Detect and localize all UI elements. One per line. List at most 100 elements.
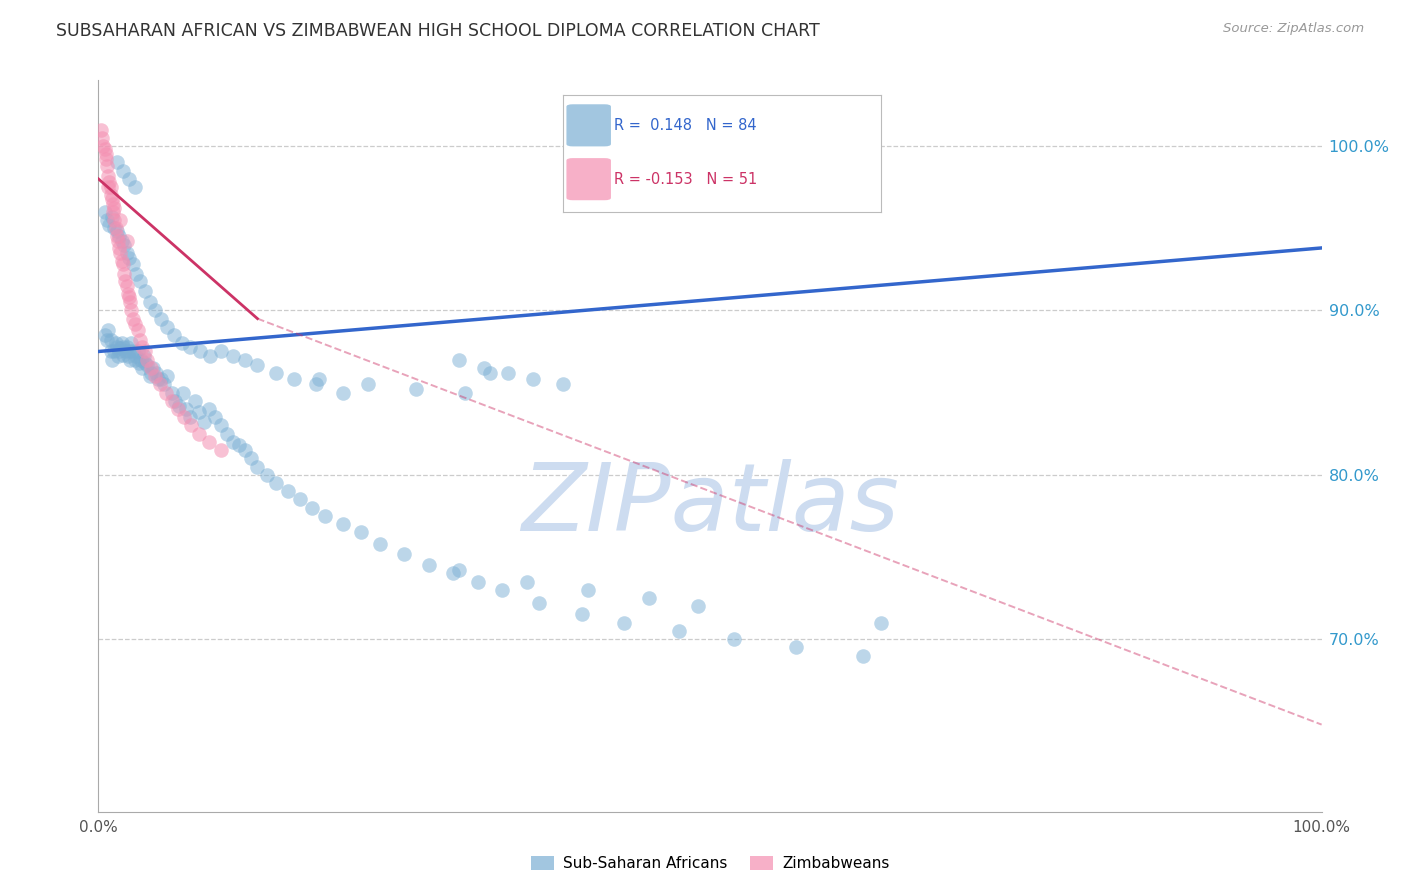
Point [121, 257, 143, 271]
Point [332, 385, 354, 400]
Point [97, 180, 120, 194]
Point [496, 366, 519, 380]
Point [308, 372, 330, 386]
Point [103, 213, 125, 227]
Point [179, 340, 201, 354]
Point [118, 251, 141, 265]
Point [111, 336, 134, 351]
Point [139, 360, 162, 375]
Point [187, 405, 209, 419]
Point [124, 180, 146, 194]
Point [264, 366, 287, 380]
Point [104, 336, 127, 351]
Point [170, 336, 193, 351]
Point [264, 475, 287, 490]
Point [638, 591, 661, 605]
Point [103, 221, 125, 235]
Point [515, 574, 537, 589]
Point [128, 356, 150, 370]
Point [576, 582, 599, 597]
Point [332, 517, 354, 532]
Point [290, 492, 312, 507]
Point [148, 372, 170, 386]
Point [105, 155, 128, 169]
Text: Source: ZipAtlas.com: Source: ZipAtlas.com [1223, 22, 1364, 36]
Point [522, 372, 544, 386]
Point [125, 267, 148, 281]
Point [277, 484, 299, 499]
Point [155, 385, 177, 400]
Legend: Sub-Saharan Africans, Zimbabweans: Sub-Saharan Africans, Zimbabweans [524, 850, 896, 877]
Point [94, 147, 117, 161]
Point [117, 287, 139, 301]
Point [111, 163, 134, 178]
Point [129, 333, 152, 347]
Point [129, 352, 152, 367]
Point [314, 508, 336, 523]
Point [121, 344, 143, 359]
Point [222, 434, 245, 449]
Point [100, 180, 122, 194]
Point [193, 415, 215, 429]
Point [105, 340, 128, 354]
Point [149, 372, 172, 386]
Point [392, 547, 416, 561]
Point [553, 377, 575, 392]
Point [118, 290, 141, 304]
Text: SUBSAHARAN AFRICAN VS ZIMBABWEAN HIGH SCHOOL DIPLOMA CORRELATION CHART: SUBSAHARAN AFRICAN VS ZIMBABWEAN HIGH SC… [56, 22, 820, 40]
Point [405, 382, 427, 396]
Point [108, 344, 131, 359]
Point [115, 235, 138, 249]
Point [105, 229, 128, 244]
Point [100, 333, 122, 347]
Point [301, 500, 323, 515]
Point [125, 350, 148, 364]
Point [467, 574, 489, 589]
Point [167, 402, 190, 417]
Point [124, 352, 146, 367]
Point [184, 393, 207, 408]
Point [111, 254, 134, 268]
Point [96, 333, 118, 347]
Point [91, 139, 114, 153]
Point [209, 418, 232, 433]
Point [197, 402, 219, 417]
Point [145, 366, 167, 380]
Point [114, 344, 136, 359]
Point [149, 311, 172, 326]
Point [187, 426, 209, 441]
Point [101, 204, 124, 219]
Point [101, 352, 124, 367]
Point [165, 393, 187, 408]
Point [91, 130, 114, 145]
Point [441, 566, 464, 581]
Point [101, 196, 124, 211]
Point [305, 377, 328, 392]
Point [163, 328, 186, 343]
Point [143, 369, 166, 384]
Point [153, 377, 176, 392]
Point [215, 426, 238, 441]
Point [132, 350, 155, 364]
Point [104, 221, 127, 235]
Point [472, 360, 495, 375]
Point [111, 348, 134, 362]
Point [114, 274, 136, 288]
Point [785, 640, 807, 655]
Point [527, 596, 550, 610]
Point [478, 366, 501, 380]
Point [228, 438, 250, 452]
Point [111, 340, 134, 354]
Point [120, 352, 142, 367]
Point [139, 369, 162, 384]
Point [93, 328, 115, 343]
Point [131, 340, 153, 354]
Point [233, 352, 256, 367]
Point [233, 443, 256, 458]
Point [723, 632, 745, 647]
Point [256, 467, 278, 482]
Point [356, 377, 378, 392]
Point [120, 303, 142, 318]
Point [120, 295, 142, 310]
Point [121, 311, 143, 326]
